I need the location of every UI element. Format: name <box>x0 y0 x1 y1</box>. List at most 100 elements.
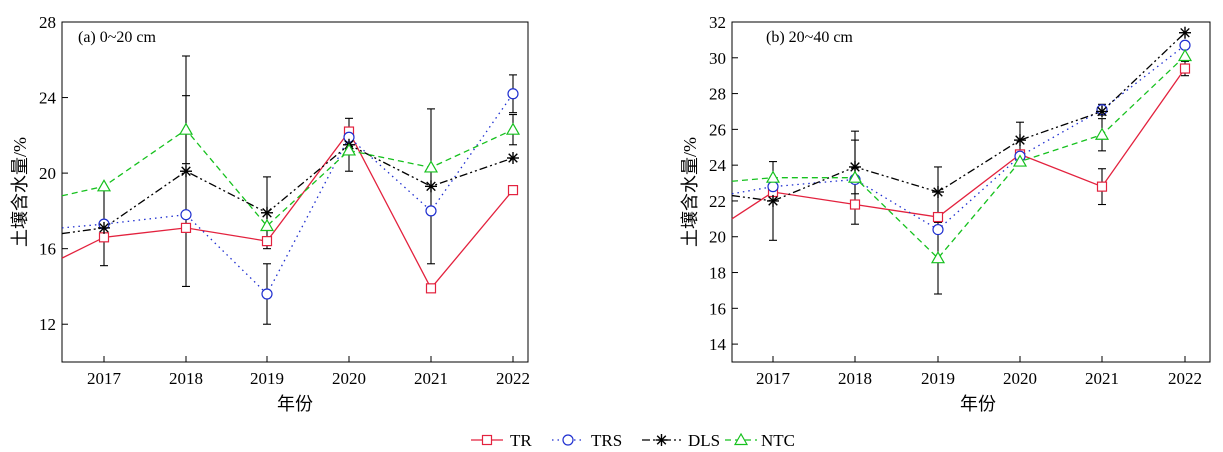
legend-label-dls: DLS <box>688 431 720 450</box>
panel-b-y-tick-label: 24 <box>709 156 727 175</box>
panel-a-y-tick-label: 24 <box>39 89 57 108</box>
panel-b-point-ntc <box>1094 127 1110 140</box>
panel-a-point-trs <box>180 209 192 221</box>
panel-a-y-axis-label: 土壤含水量/% <box>10 137 30 247</box>
panel-a-point-trs <box>507 88 519 100</box>
panel-b-line-tr <box>731 68 1186 220</box>
legend-label-ntc: NTC <box>761 431 795 450</box>
panel-b-y-tick-label: 20 <box>709 228 726 247</box>
legend-symbol-tr <box>471 434 503 446</box>
panel-a-point-ntc <box>505 122 521 135</box>
panel-a-y-tick-label: 20 <box>39 164 56 183</box>
legend-symbol-ntc <box>725 432 757 446</box>
legend-label-trs: TRS <box>591 431 622 450</box>
legend-item-trs: TRS <box>552 431 622 450</box>
legend-symbol-trs <box>552 434 584 446</box>
panel-b-y-ticks: 14 16 18 20 22 24 26 28 30 32 <box>709 13 738 354</box>
panel-b-y-axis-label: 土壤含水量/% <box>680 137 700 247</box>
panel-a-line-tr <box>61 130 514 290</box>
panel-a-x-tick-label: 2017 <box>87 369 122 388</box>
panel-b-point-tr <box>1096 181 1108 192</box>
panel-a-y-tick-label: 12 <box>39 315 56 334</box>
panel-b-point-tr <box>849 199 861 210</box>
panel-b-x-tick-label: 2020 <box>1003 369 1037 388</box>
panel-b-y-tick-label: 26 <box>709 120 726 139</box>
panel-a-series <box>61 55 521 325</box>
legend-label-tr: TR <box>510 431 532 450</box>
panel-a-title: (a) 0~20 cm <box>78 29 157 46</box>
panel-a-point-ntc <box>423 160 439 173</box>
panel-a-line-ntc <box>61 128 514 227</box>
panel-b-y-tick-label: 30 <box>709 49 726 68</box>
panel-b-point-ntc <box>1012 154 1028 167</box>
panel-a-x-ticks: 2017 2018 2019 2020 2021 2022 <box>87 356 530 388</box>
legend-symbol-dls <box>642 434 681 446</box>
panel-a-x-tick-label: 2018 <box>169 369 203 388</box>
panel-b-point-trs <box>1179 39 1191 51</box>
panel-a-point-dls <box>98 221 110 234</box>
panel-b-series <box>731 26 1193 295</box>
panel-a-y-tick-label: 16 <box>39 240 56 259</box>
panel-b-line-dls <box>731 32 1186 202</box>
panel-b-point-dls <box>767 194 779 207</box>
panel-b-y-tick-label: 18 <box>709 264 726 283</box>
panel-a-point-ntc <box>178 122 194 135</box>
legend-item-dls: DLS <box>642 431 720 450</box>
panel-a-line-dls <box>61 144 514 235</box>
panel-b-line-ntc <box>731 55 1186 260</box>
panel-b-y-tick-label: 28 <box>709 85 726 104</box>
panel-a-point-tr <box>425 283 437 294</box>
panel-a-x-tick-label: 2019 <box>250 369 284 388</box>
panel-a-y-tick-label: 28 <box>39 13 56 32</box>
panel-b-point-trs <box>932 223 944 236</box>
panel-b-y-tick-label: 22 <box>709 192 726 211</box>
legend-item-tr: TR <box>471 431 532 450</box>
panel-b-x-axis-label: 年份 <box>960 394 996 414</box>
panel-a-point-dls <box>507 152 519 164</box>
panel-b-point-dls <box>1014 134 1026 147</box>
panel-a-point-trs <box>425 205 437 217</box>
panel-b-y-tick-label: 32 <box>709 13 726 32</box>
panel-b-point-dls <box>1179 26 1191 39</box>
panel-a-x-tick-label: 2020 <box>332 369 366 388</box>
panel-a-x-tick-label: 2021 <box>414 369 448 388</box>
panel-b-y-tick-label: 14 <box>709 335 727 354</box>
legend-item-ntc: NTC <box>725 431 795 450</box>
panel-b-point-dls <box>932 186 944 198</box>
panel-b-point-trs <box>767 181 779 193</box>
panel-b-x-tick-label: 2018 <box>838 369 872 388</box>
panel-a-point-ntc <box>259 218 275 232</box>
panel-a-point-tr <box>98 232 110 243</box>
panel-a-point-ntc <box>96 179 112 192</box>
panel-a-point-dls <box>180 165 192 178</box>
panel-b-point-ntc <box>930 251 946 264</box>
panel-b-frame <box>731 21 1211 363</box>
panel-a-frame <box>61 21 529 363</box>
legend: TR TRS DLS NTC <box>471 431 795 450</box>
panel-b-point-ntc <box>847 170 863 183</box>
panel-b-point-dls <box>1096 105 1108 118</box>
panel-a-point-trs <box>261 288 273 300</box>
panel-b-x-ticks: 2017 2018 2019 2020 2021 2022 <box>756 356 1202 388</box>
panel-a-point-tr <box>180 222 192 233</box>
panel-b-x-tick-label: 2021 <box>1085 369 1119 388</box>
panel-b-x-tick-label: 2017 <box>756 369 791 388</box>
panel-b-chart: (b) 20~40 cm 年份 土壤含水量/% 1416182022242628… <box>680 13 1211 414</box>
panel-a-line-trs <box>61 93 514 296</box>
panel-b-x-tick-label: 2022 <box>1168 369 1202 388</box>
panel-a-point-dls <box>261 206 273 219</box>
panel-b-title: (b) 20~40 cm <box>766 29 853 46</box>
panel-a-x-tick-label: 2022 <box>496 369 530 388</box>
panel-b-x-tick-label: 2019 <box>921 369 955 388</box>
panel-b-y-tick-label: 16 <box>709 299 726 318</box>
panel-b-point-tr <box>1179 63 1191 74</box>
panel-a-point-ntc <box>341 143 357 156</box>
panel-a-y-ticks: 12 16 20 24 28 <box>39 13 68 334</box>
panel-b-point-tr <box>932 211 944 223</box>
panel-a-point-tr <box>507 185 519 196</box>
panel-a-point-tr <box>261 236 273 247</box>
panel-b-point-ntc <box>1177 48 1193 62</box>
panel-a-point-dls <box>425 180 437 193</box>
